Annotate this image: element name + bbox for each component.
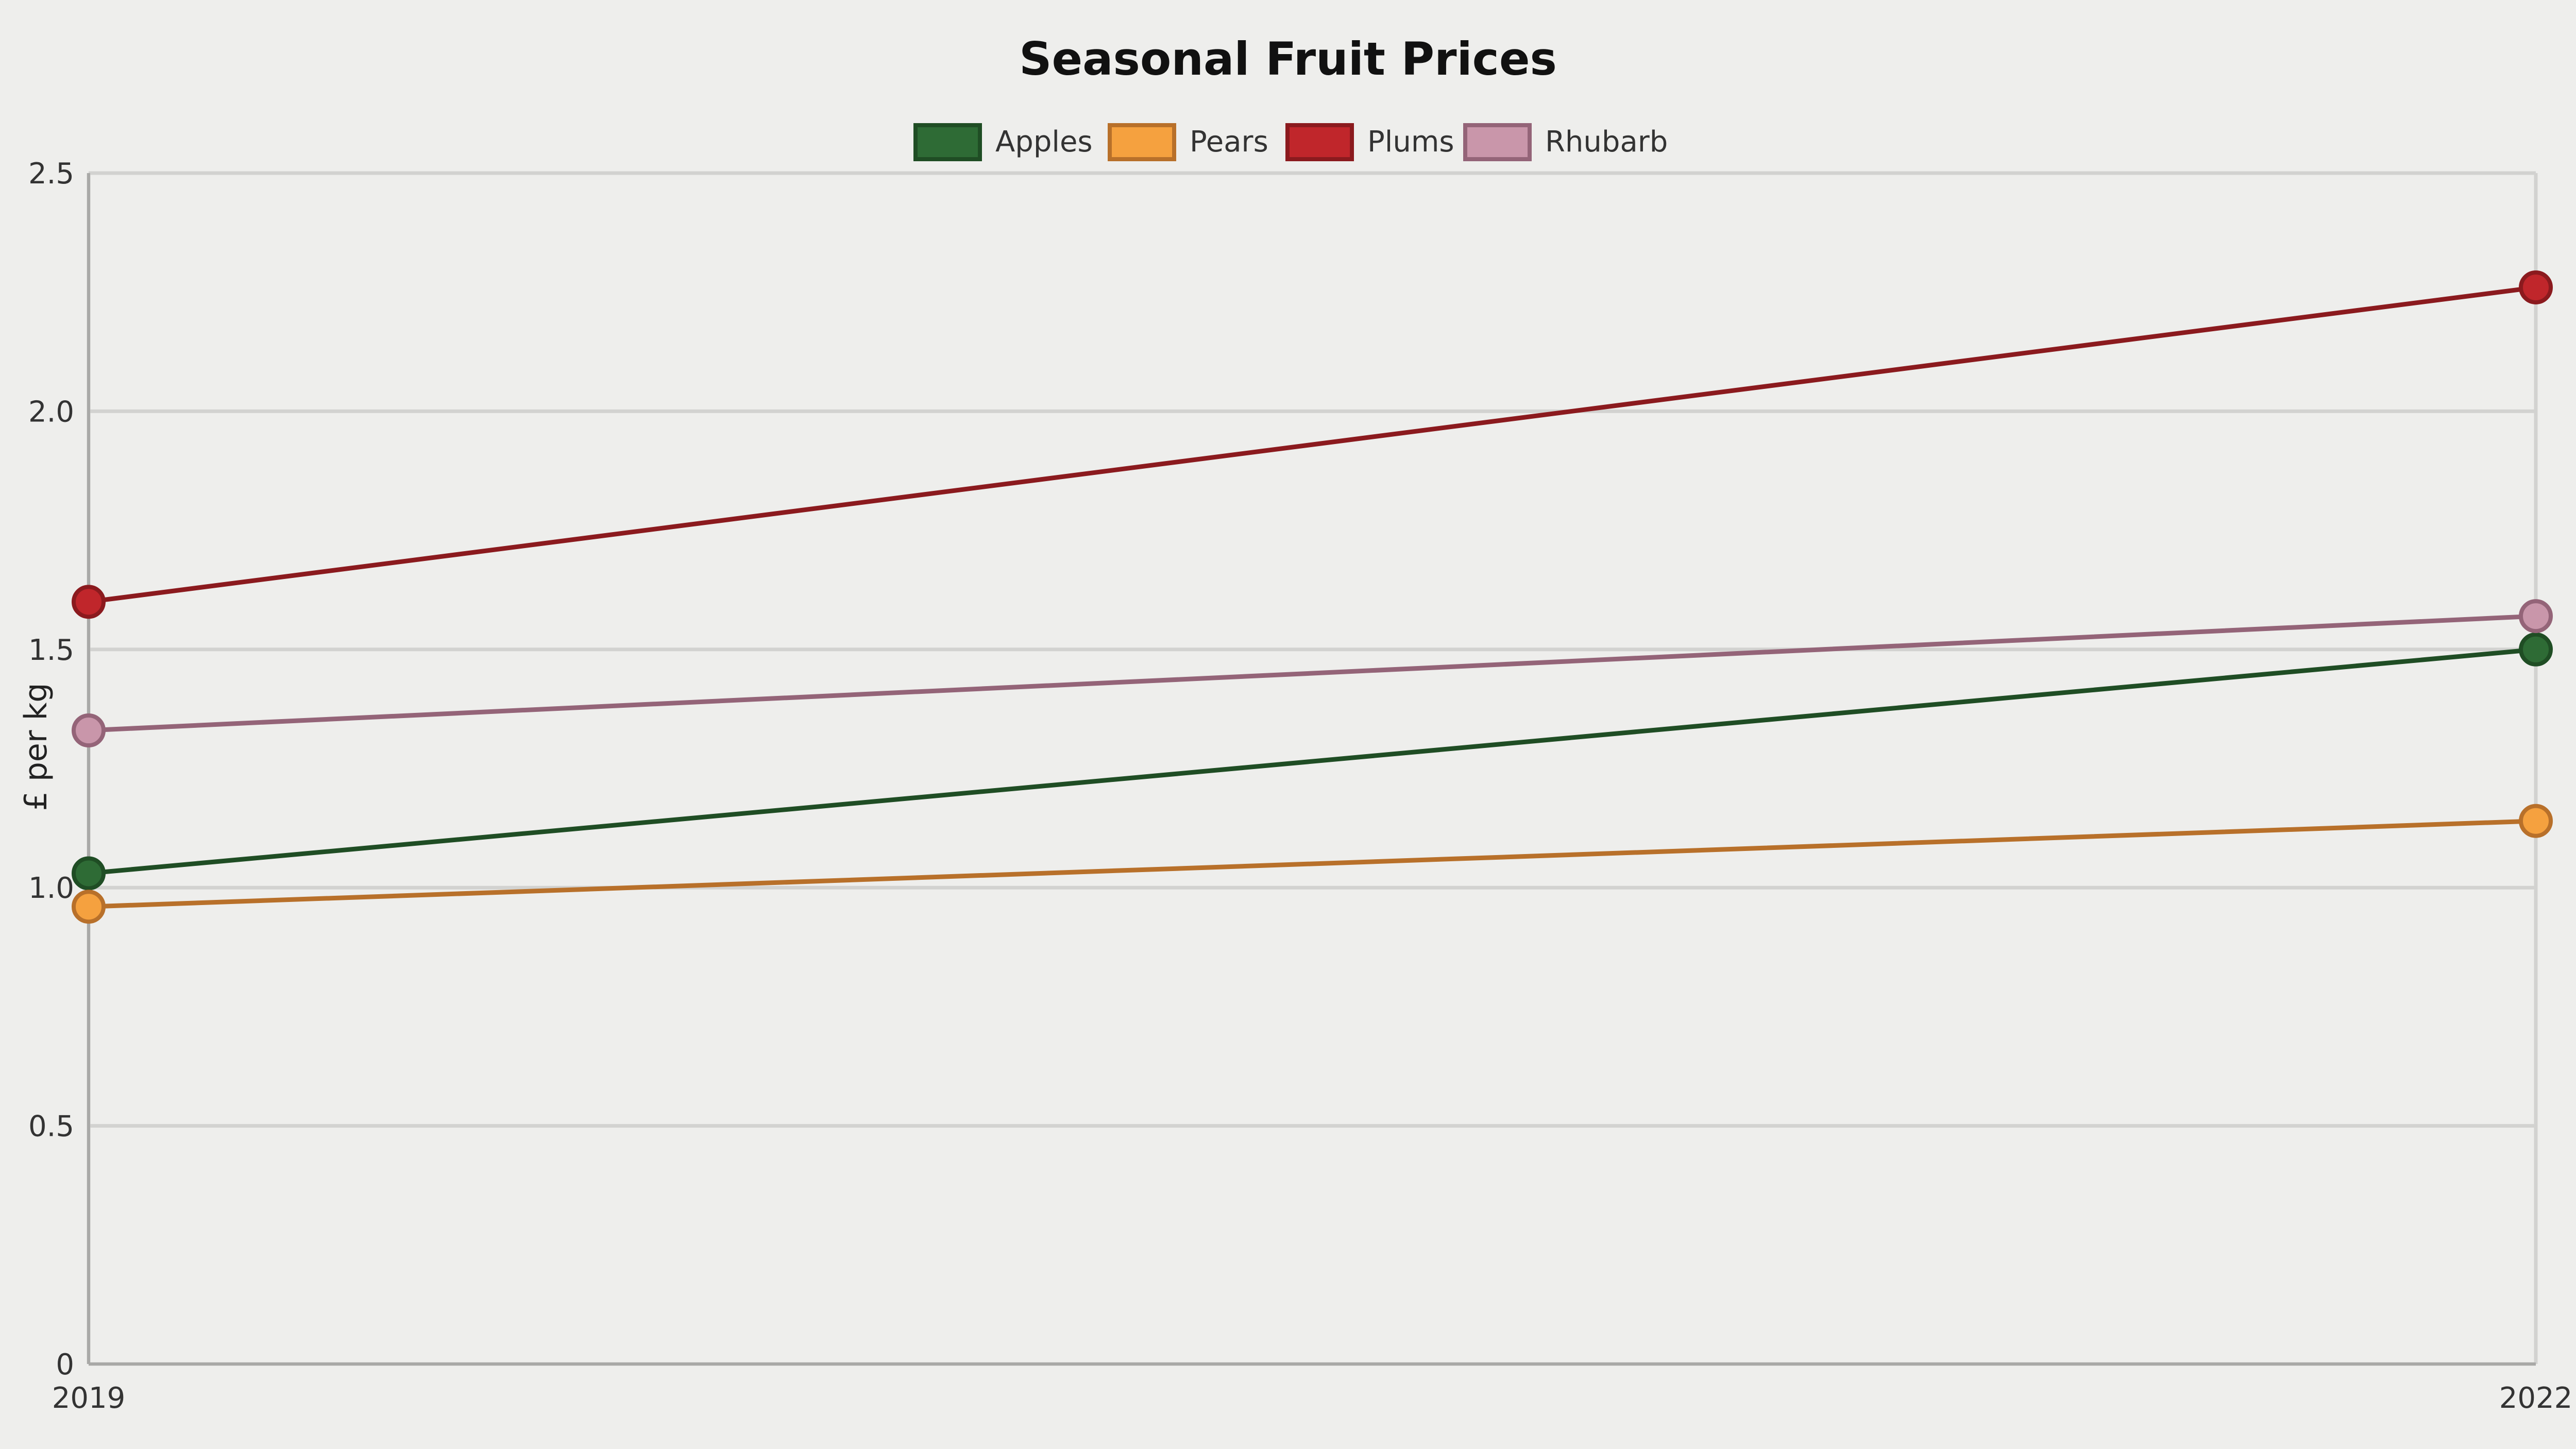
data-point-plums[interactable]: [72, 585, 106, 619]
grid-lines: [87, 171, 2538, 1366]
tick-labels: 0 0.5 1.0 1.5 2.0 2.5 2019 2022: [28, 157, 2572, 1415]
series-line-pears: [86, 819, 2538, 909]
y-tick-label: 0.5: [28, 1110, 74, 1144]
legend-label: Plums: [1367, 125, 1454, 159]
legend-item-pears[interactable]: Pears: [1108, 123, 1268, 161]
legend-label: Apples: [995, 125, 1093, 159]
x-tick-label: 2022: [2499, 1382, 2573, 1415]
y-tick-label: 0: [56, 1348, 74, 1382]
y-axis-label: £ per kg: [18, 683, 54, 811]
legend-swatch: [913, 123, 982, 161]
chart-title: Seasonal Fruit Prices: [1019, 32, 1557, 86]
y-tick-label: 1.5: [28, 634, 74, 667]
data-point-rhubarb[interactable]: [72, 713, 106, 748]
series-line-plums: [86, 285, 2538, 604]
legend-swatch: [1108, 123, 1176, 161]
legend-item-apples[interactable]: Apples: [913, 123, 1093, 161]
series-lines: [72, 270, 2553, 924]
series-pears: [72, 804, 2553, 924]
y-tick-label: 1.0: [28, 872, 74, 905]
data-point-apples[interactable]: [72, 856, 106, 891]
data-point-plums[interactable]: [2519, 270, 2553, 304]
legend-swatch: [1463, 123, 1532, 161]
data-point-pears[interactable]: [72, 890, 106, 924]
legend[interactable]: Apples Pears Plums Rhubarb: [913, 123, 1668, 161]
legend-swatch: [1285, 123, 1354, 161]
y-tick-label: 2.0: [28, 395, 74, 429]
data-point-rhubarb[interactable]: [2519, 599, 2553, 634]
legend-label: Rhubarb: [1545, 125, 1668, 159]
series-rhubarb: [72, 599, 2553, 748]
y-tick-label: 2.5: [28, 157, 74, 191]
series-plums: [72, 270, 2553, 619]
series-line-rhubarb: [86, 613, 2538, 733]
data-point-apples[interactable]: [2519, 632, 2553, 667]
series-apples: [72, 632, 2553, 891]
legend-item-plums[interactable]: Plums: [1285, 123, 1454, 161]
series-line-apples: [86, 647, 2538, 876]
axes: [87, 173, 2536, 1366]
legend-label: Pears: [1190, 125, 1268, 159]
legend-item-rhubarb[interactable]: Rhubarb: [1463, 123, 1668, 161]
data-point-pears[interactable]: [2519, 804, 2553, 838]
x-tick-label: 2019: [52, 1382, 126, 1415]
